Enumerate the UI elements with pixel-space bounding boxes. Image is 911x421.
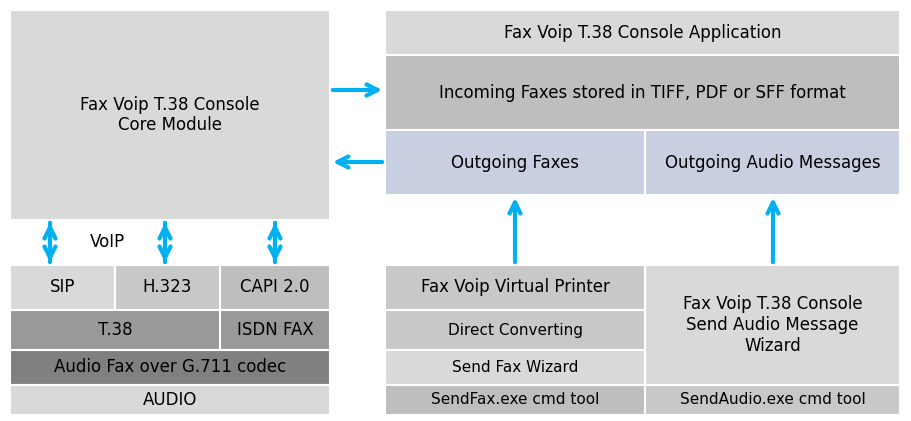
Text: H.323: H.323: [143, 279, 192, 296]
Bar: [385, 130, 645, 195]
Text: AUDIO: AUDIO: [143, 391, 197, 409]
Text: Incoming Faxes stored in TIFF, PDF or SFF format: Incoming Faxes stored in TIFF, PDF or SF…: [439, 83, 846, 101]
Text: Outgoing Audio Messages: Outgoing Audio Messages: [665, 154, 880, 171]
Bar: [385, 55, 900, 130]
Text: CAPI 2.0: CAPI 2.0: [241, 279, 310, 296]
Text: Outgoing Faxes: Outgoing Faxes: [451, 154, 579, 171]
Text: VoIP: VoIP: [90, 233, 126, 251]
Bar: [10, 310, 220, 350]
Bar: [10, 265, 115, 310]
Bar: [385, 385, 645, 415]
Text: Fax Voip T.38 Console
Core Module: Fax Voip T.38 Console Core Module: [80, 96, 260, 134]
Text: ISDN FAX: ISDN FAX: [237, 321, 313, 339]
Text: Send Fax Wizard: Send Fax Wizard: [452, 360, 578, 375]
Text: Fax Voip T.38 Console Application: Fax Voip T.38 Console Application: [504, 24, 782, 42]
Bar: [385, 265, 645, 310]
Bar: [115, 265, 220, 310]
Bar: [10, 350, 330, 385]
Bar: [385, 10, 900, 55]
Text: SendAudio.exe cmd tool: SendAudio.exe cmd tool: [680, 392, 865, 408]
Bar: [385, 350, 645, 385]
Bar: [645, 130, 900, 195]
Bar: [220, 265, 330, 310]
Bar: [385, 310, 645, 350]
Bar: [645, 385, 900, 415]
Bar: [220, 310, 330, 350]
Bar: [10, 385, 330, 415]
Text: SendFax.exe cmd tool: SendFax.exe cmd tool: [431, 392, 599, 408]
Text: Fax Voip Virtual Printer: Fax Voip Virtual Printer: [421, 279, 609, 296]
Text: T.38: T.38: [97, 321, 132, 339]
Bar: [645, 265, 900, 385]
Text: SIP: SIP: [50, 279, 76, 296]
Text: Direct Converting: Direct Converting: [447, 322, 582, 338]
Text: Audio Fax over G.711 codec: Audio Fax over G.711 codec: [54, 359, 286, 376]
Bar: [10, 10, 330, 220]
Text: Fax Voip T.38 Console
Send Audio Message
Wizard: Fax Voip T.38 Console Send Audio Message…: [682, 295, 863, 355]
